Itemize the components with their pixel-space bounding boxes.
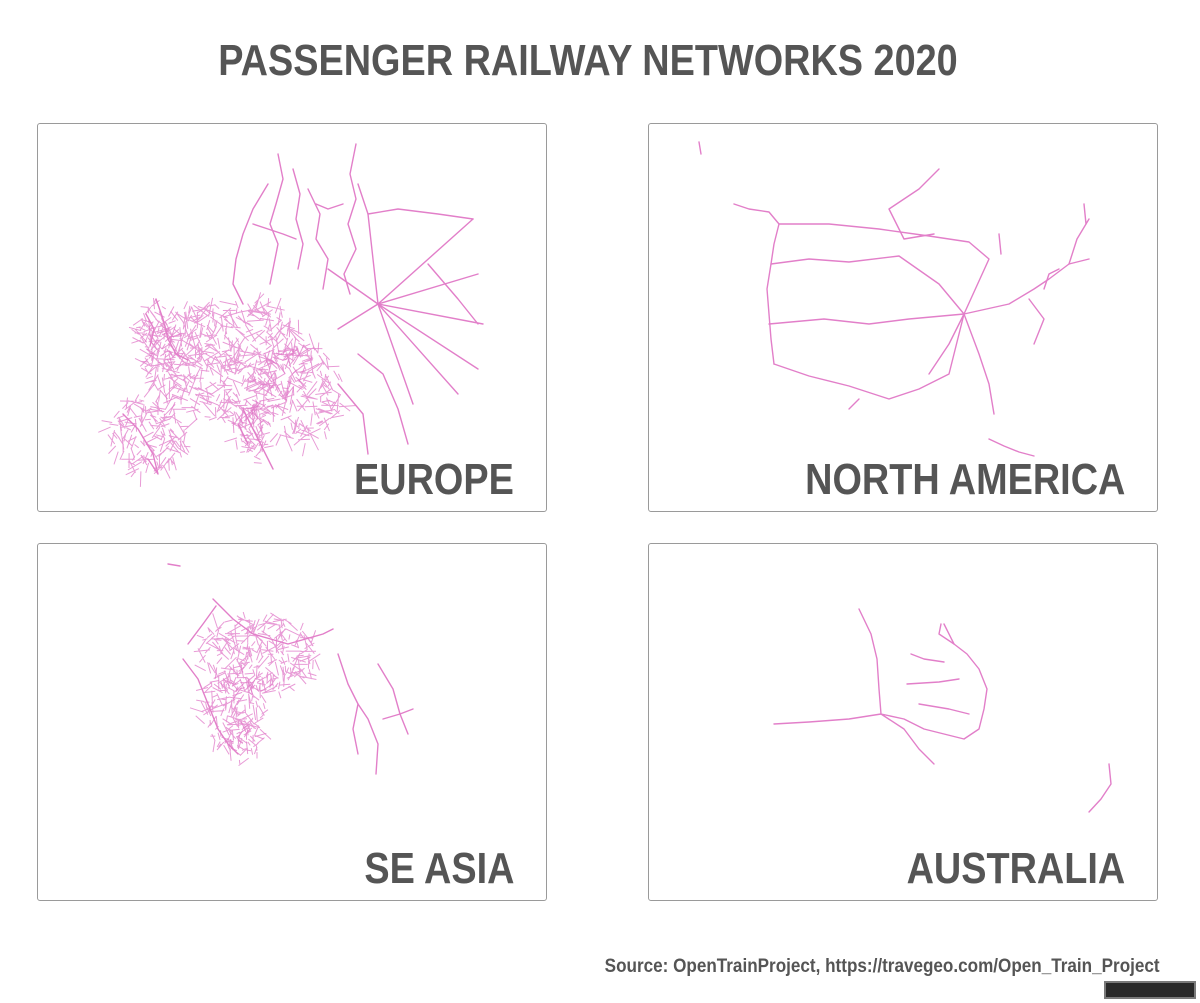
north-america-panel: NORTH AMERICA: [648, 123, 1158, 512]
australia-label: AUSTRALIA: [906, 844, 1125, 893]
north-america-rail-map: [698, 141, 1090, 457]
europe-label: EUROPE: [354, 455, 514, 504]
north-america-label: NORTH AMERICA: [804, 455, 1125, 504]
europe-panel: EUROPE: [37, 123, 547, 512]
source-caption: Source: OpenTrainProject, https://traveg…: [605, 956, 1160, 977]
watermark-logo: [1104, 981, 1196, 999]
australia-panel: AUSTRALIA: [648, 543, 1158, 901]
se-asia-label: SE ASIA: [363, 844, 514, 893]
page-title: PASSENGER RAILWAY NETWORKS 2020: [218, 36, 958, 85]
australia-rail-map: [773, 608, 1112, 813]
rail-line-mesh: [243, 333, 357, 457]
europe-rail-map: [98, 143, 484, 487]
rail-line-mesh: [189, 663, 274, 761]
rail-line-mesh: [224, 399, 279, 464]
rail-line-mesh: [193, 611, 321, 700]
se-asia-rail-map: [167, 563, 414, 775]
rail-line-mesh: [98, 384, 198, 487]
rail-line-mesh: [224, 720, 267, 767]
rail-line-mesh: [128, 297, 183, 371]
se-asia-panel: SE ASIA: [37, 543, 547, 901]
